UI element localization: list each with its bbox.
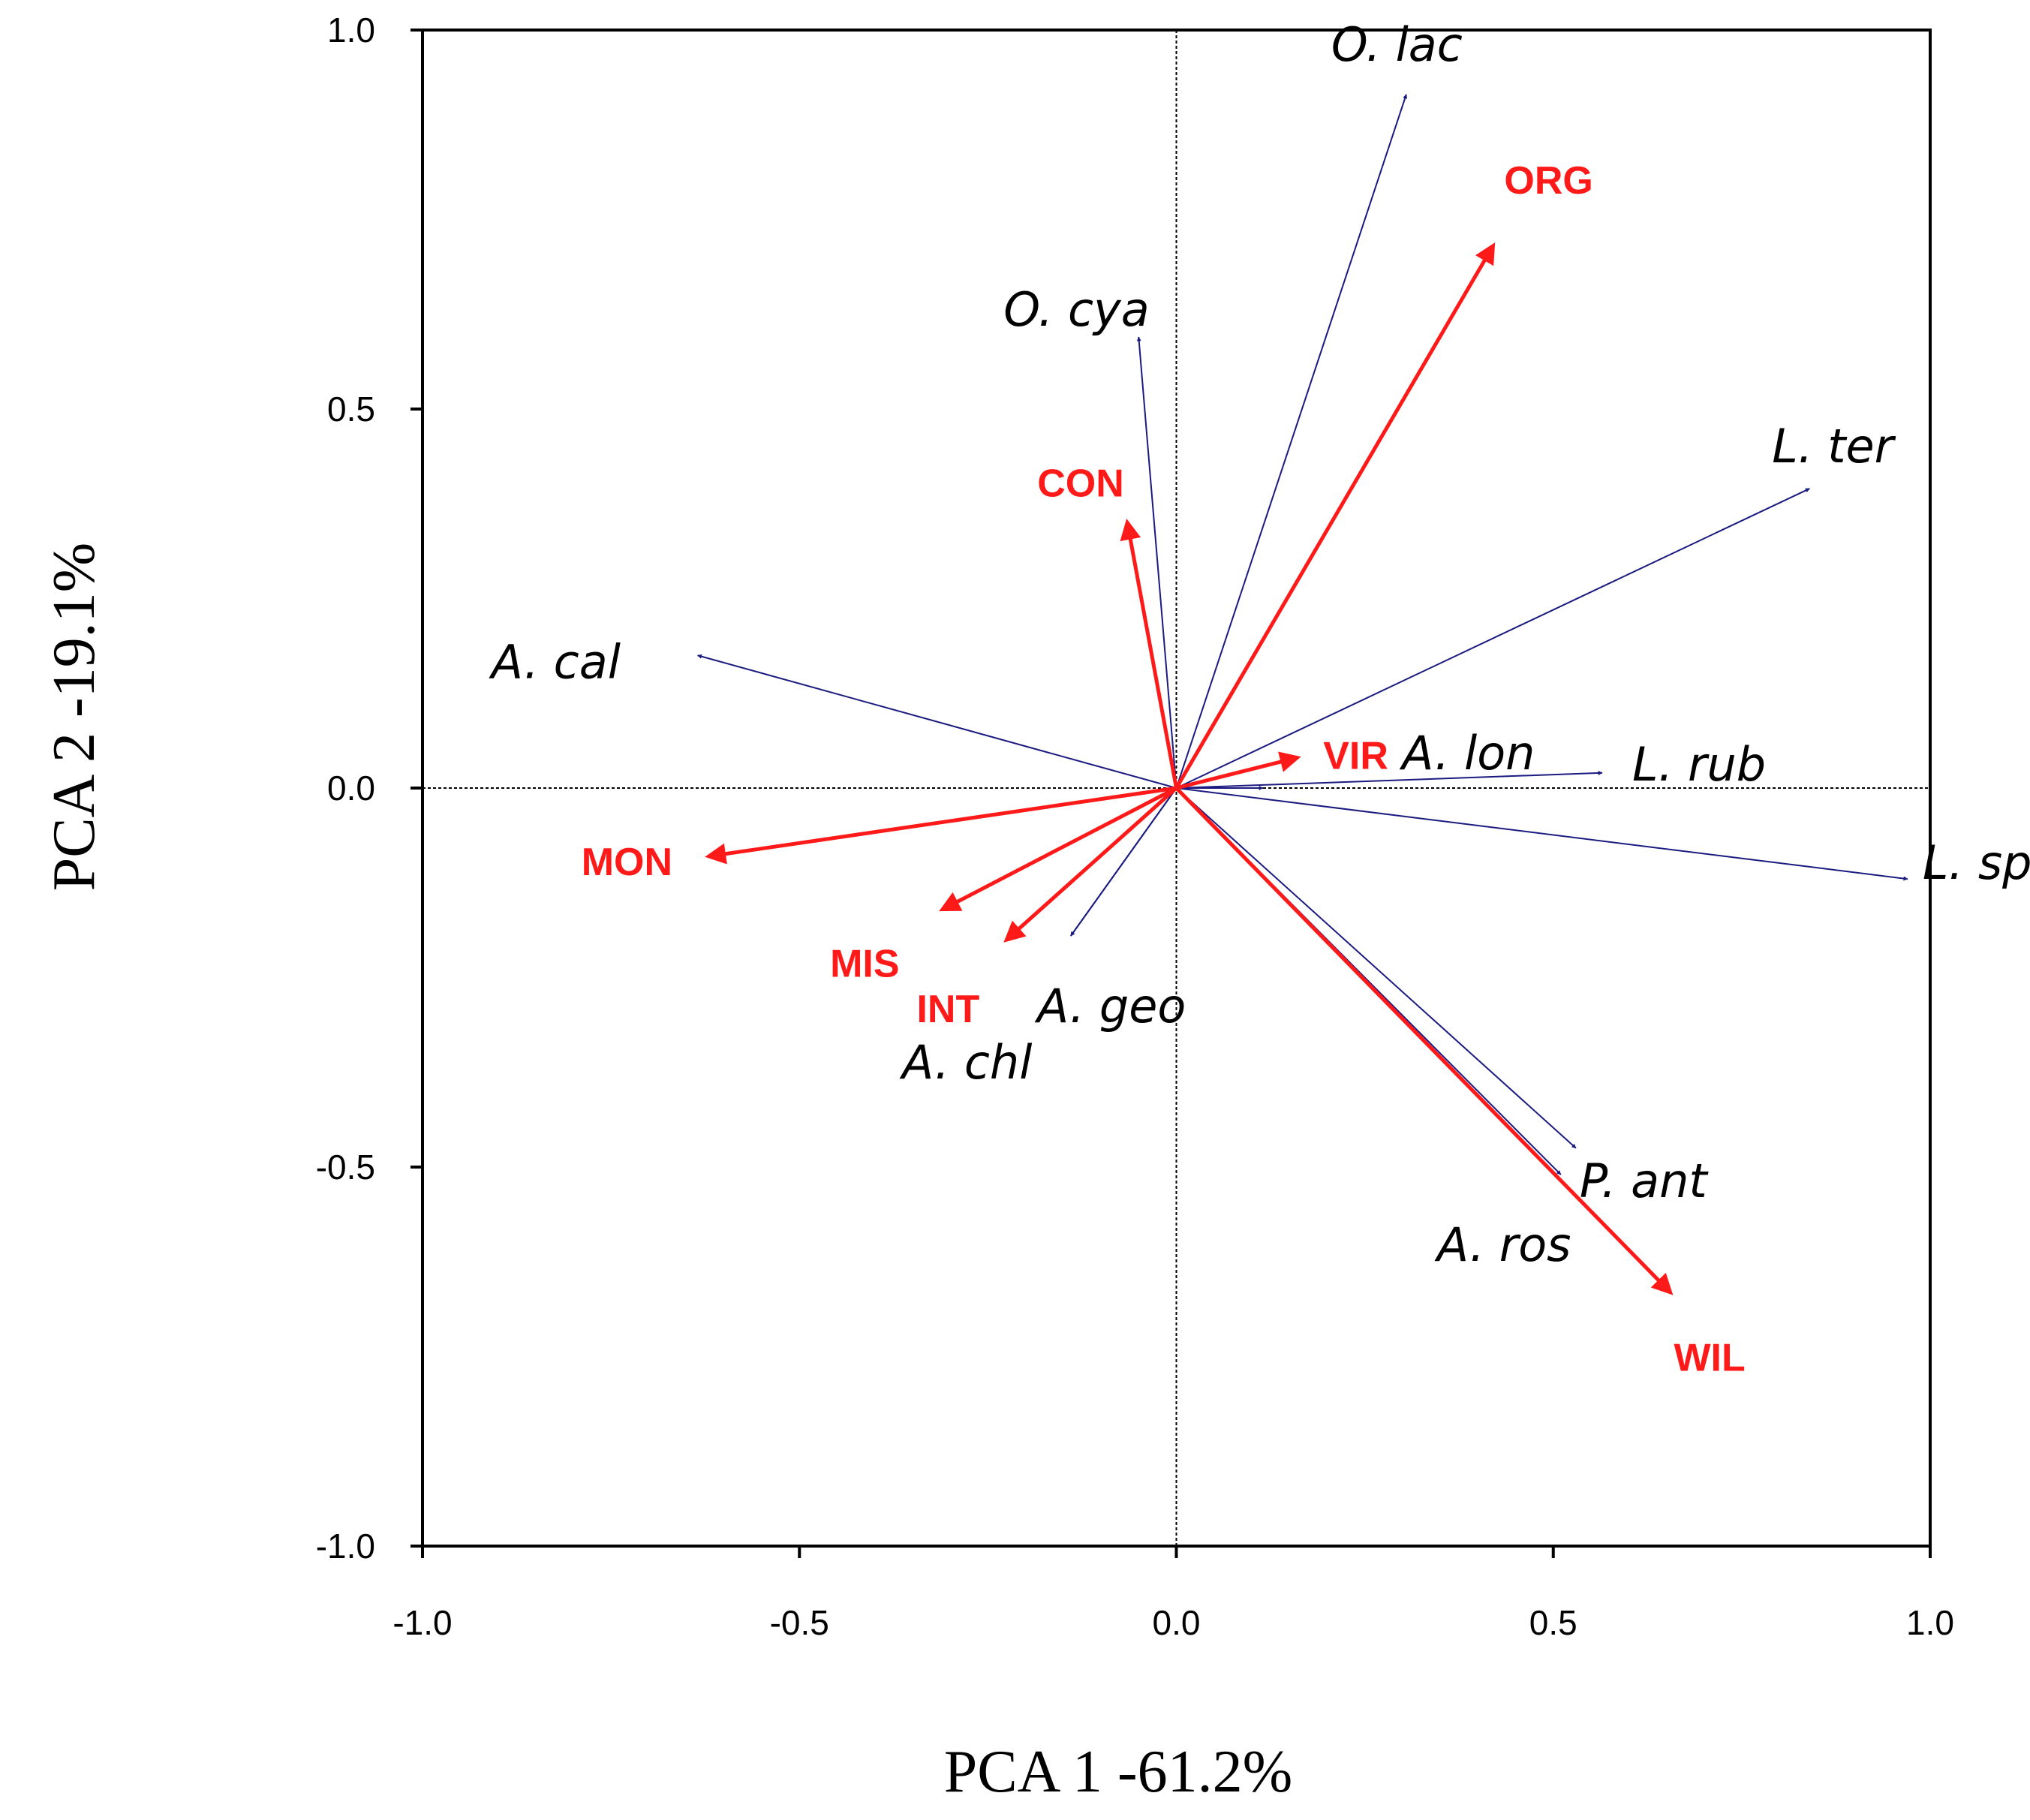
x-tick-label: -1.0 (392, 1603, 452, 1642)
y-tick-label: 1.0 (327, 11, 375, 50)
species-arrow-l-sp (1176, 787, 1908, 881)
species-vectors: O. lac O. cya L. ter A. cal A. lon L. rub L. s… (489, 17, 2030, 1272)
environment-arrow-int (1003, 787, 1178, 943)
species-label-a-geo: A. geo (1034, 979, 1186, 1033)
species-label-a-ros: A. ros (1434, 1217, 1571, 1272)
species-label-o-cya: O. cya (1003, 282, 1149, 337)
environment-arrow-wil (1174, 787, 1674, 1295)
environment-label-mis: MIS (830, 943, 899, 986)
environment-label-con: CON (1037, 462, 1124, 506)
species-arrow-o-cya (1136, 336, 1177, 789)
species-arrow-l-rub (1176, 770, 1603, 789)
environment-arrow-vir (1175, 751, 1301, 790)
species-label-p-ant: P. ant (1580, 1154, 1710, 1208)
y-tick-label: -1.0 (316, 1527, 375, 1566)
x-axis-ticks: -1.0 -0.5 0.0 0.5 1.0 (392, 1546, 1954, 1642)
species-label-l-sp: L. sp. (1923, 835, 2030, 890)
x-axis-title: PCA 1 -61.2% (944, 1739, 1293, 1805)
species-arrow-l-ter (1176, 488, 1810, 789)
environment-label-mon: MON (582, 841, 672, 884)
environment-arrow-mis (939, 786, 1177, 912)
y-tick-label: 0.5 (327, 390, 375, 429)
species-arrow-p-ant (1175, 787, 1577, 1149)
environment-label-vir: VIR (1323, 735, 1388, 778)
x-tick-label: 0.5 (1529, 1603, 1577, 1642)
species-label-l-ter: L. ter (1772, 419, 1896, 474)
species-label-a-lon: A. lon (1399, 726, 1535, 781)
species-label-a-cal: A. cal (489, 634, 621, 689)
x-tick-label: 0.0 (1153, 1603, 1201, 1642)
y-tick-label: 0.0 (327, 769, 375, 808)
environment-label-org: ORG (1504, 159, 1592, 203)
environment-label-int: INT (916, 988, 979, 1031)
environment-arrow-org (1174, 242, 1496, 790)
species-arrow-a-cal (697, 654, 1177, 789)
species-label-a-chl: A. chl (899, 1035, 1033, 1090)
species-label-o-lac: O. lac (1331, 17, 1463, 72)
x-tick-label: -0.5 (770, 1603, 829, 1642)
species-label-l-rub: L. rub (1632, 737, 1766, 792)
species-arrow-o-lac (1175, 94, 1408, 789)
environment-arrow-mon (705, 786, 1177, 865)
environment-arrow-con (1120, 518, 1178, 789)
y-axis-ticks: -1.0 -0.5 0.0 0.5 1.0 (316, 11, 423, 1566)
environment-label-wil: WIL (1674, 1337, 1745, 1380)
y-tick-label: -0.5 (316, 1148, 375, 1187)
environment-vectors: ORG CON VIR MON MIS INT WIL (582, 159, 1746, 1380)
y-axis-title: PCA 2 -19.1% (41, 543, 107, 892)
species-arrow-a-chl (1070, 787, 1177, 937)
x-tick-label: 1.0 (1906, 1603, 1954, 1642)
